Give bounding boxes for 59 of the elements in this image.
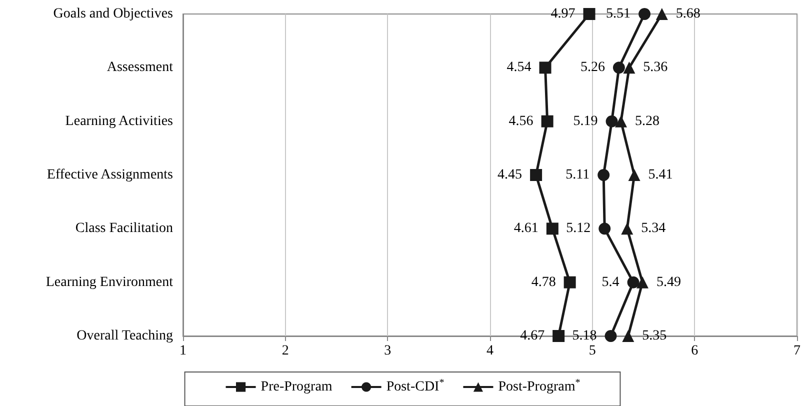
x-tick-label: 4: [486, 344, 494, 358]
point: [539, 62, 552, 74]
data-label: 5.19: [573, 114, 598, 129]
point: [546, 222, 558, 235]
y-tick-label: Class Facilitation: [75, 221, 173, 236]
y-tick-label: Goals and Objectives: [53, 6, 173, 22]
legend-label: Post-Program*: [498, 378, 580, 394]
point: [628, 169, 640, 181]
point: [598, 169, 610, 181]
data-label: 5.34: [641, 221, 666, 236]
point: [614, 115, 627, 128]
x-tick-label: 6: [691, 344, 698, 358]
point: [638, 8, 651, 20]
data-label: 5.51: [606, 6, 631, 22]
data-label: 5.36: [643, 60, 668, 76]
point: [656, 8, 668, 20]
y-tick-label: Learning Environment: [46, 274, 174, 290]
legend-label: Post-CDI*: [386, 378, 444, 394]
legend-label: Pre-Program: [260, 380, 332, 394]
data-label: 4.45: [498, 168, 522, 182]
x-tick-label: 1: [180, 344, 186, 358]
data-label: 5.41: [648, 168, 673, 182]
data-label: 4.97: [550, 6, 576, 22]
point: [621, 222, 634, 235]
data-label: 4.67: [520, 328, 545, 344]
y-tick-label: Learning Activities: [65, 114, 173, 129]
y-tick-label: Overall Teaching: [76, 328, 173, 344]
data-label: 5.35: [642, 328, 667, 344]
point: [623, 62, 636, 74]
data-label: 5.49: [656, 274, 681, 290]
data-label: 5.28: [634, 114, 660, 129]
data-label: 5.4: [602, 274, 620, 290]
point: [541, 115, 554, 128]
x-tick-label: 5: [588, 344, 596, 358]
point: [636, 276, 648, 288]
point: [530, 169, 542, 181]
data-label: 5.68: [676, 6, 700, 22]
data-label: 4.54: [506, 60, 532, 76]
point: [612, 62, 625, 74]
data-label: 5.26: [580, 60, 605, 76]
x-tick-label: 3: [384, 344, 392, 358]
data-label: 5.11: [566, 168, 590, 182]
point: [583, 8, 596, 20]
y-tick-label: Effective Assignments: [46, 168, 173, 182]
x-tick-label: 2: [282, 344, 289, 358]
data-label: 4.61: [514, 221, 538, 236]
data-label: 4.78: [531, 274, 556, 290]
point: [552, 330, 565, 342]
point: [606, 115, 618, 128]
data-label: 5.12: [566, 221, 591, 236]
point: [564, 276, 576, 288]
y-tick-label: Assessment: [106, 60, 174, 76]
point: [604, 330, 617, 342]
data-label: 5.18: [572, 328, 597, 344]
point: [598, 222, 611, 235]
x-tick-label: 7: [794, 344, 800, 358]
point: [627, 276, 640, 288]
data-label: 4.56: [508, 114, 534, 129]
point: [622, 330, 634, 342]
